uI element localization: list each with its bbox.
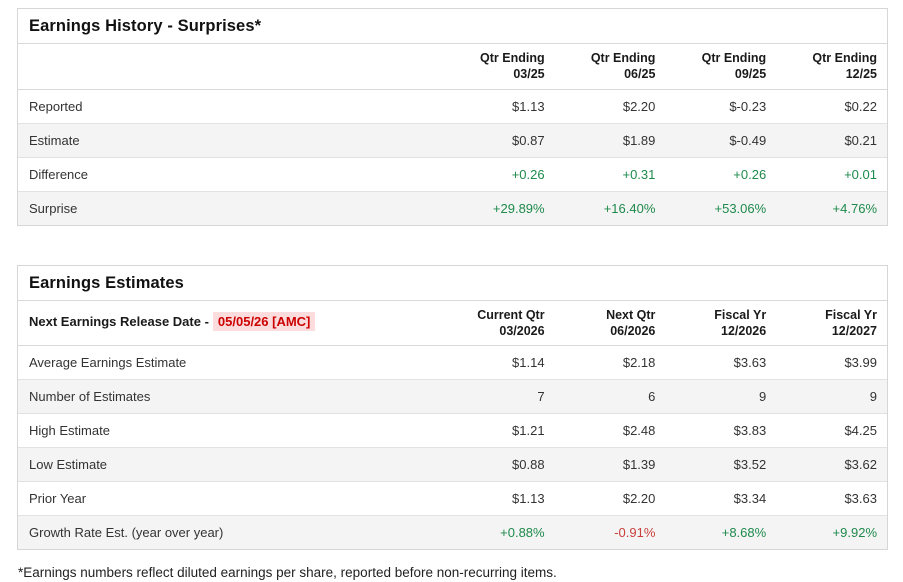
section-gap (17, 226, 888, 265)
table-row: Estimate $0.87 $1.89 $-0.49 $0.21 (18, 123, 887, 157)
earnings-estimates-header-row: Next Earnings Release Date -05/05/26 [AM… (18, 300, 887, 346)
cell-value: +4.76% (832, 200, 877, 216)
row-label: Reported (29, 98, 83, 114)
earnings-estimates-column-header-1: Next Qtr 06/2026 (554, 300, 666, 346)
cell-value: $3.34 (733, 491, 767, 506)
row-label: High Estimate (29, 423, 110, 438)
earnings-history-title: Earnings History - Surprises* (18, 9, 887, 44)
cell-value: $1.13 (512, 491, 545, 506)
next-earnings-release-label: Next Earnings Release Date - (29, 314, 209, 330)
cell-value: $3.63 (733, 355, 767, 370)
earnings-history-header-row: Qtr Ending 03/25 Qtr Ending 06/25 Qtr Ending… (18, 44, 887, 90)
cell-value: $2.18 (622, 355, 656, 370)
earnings-estimates-card: Earnings Estimates Next Earnings Release… (17, 264, 888, 550)
cell-value: 9 (869, 389, 877, 404)
row-label: Number of Estimates (29, 389, 151, 404)
row-label: Prior Year (29, 491, 87, 506)
cell-value: $3.63 (844, 491, 877, 506)
cell-value: $2.48 (622, 423, 656, 438)
cell-value: $2.20 (622, 98, 656, 114)
cell-value: $3.99 (844, 355, 877, 370)
earnings-estimates-column-header-3: Fiscal Yr 12/2027 (776, 300, 887, 346)
earnings-estimates-column-header-0: Current Qtr 03/2026 (443, 300, 555, 346)
cell-value: -0.91% (614, 525, 656, 540)
cell-value: $-0.49 (729, 132, 767, 148)
table-row: Low Estimate $0.88 $1.39 $3.52 $3.62 (18, 447, 887, 482)
earnings-history-column-header-1: Qtr Ending 06/25 (554, 44, 666, 90)
header-empty-cell (18, 44, 444, 90)
table-row: Prior Year $1.13 $2.20 $3.34 $3.63 (18, 481, 887, 516)
cell-value: $0.87 (512, 132, 545, 148)
cell-value: $0.88 (512, 457, 545, 472)
cell-value: +0.31 (622, 166, 656, 182)
cell-value: $-0.23 (729, 98, 767, 114)
row-label: Estimate (29, 132, 80, 148)
row-label: Difference (29, 166, 89, 182)
cell-value: +0.26 (511, 166, 545, 182)
footnote: *Earnings numbers reflect diluted earnin… (18, 565, 557, 580)
next-earnings-release-date-badge: 05/05/26 [AMC] (212, 312, 316, 332)
earnings-estimates-title: Earnings Estimates (18, 266, 887, 301)
cell-value: +0.26 (733, 166, 767, 182)
cell-value: $1.13 (512, 98, 545, 114)
table-row: Number of Estimates 7 6 9 9 (18, 379, 887, 414)
cell-value: $2.20 (622, 491, 656, 506)
table-row: Difference +0.26 +0.31 +0.26 +0.01 (18, 157, 887, 191)
row-label: Growth Rate Est. (year over year) (29, 525, 224, 540)
cell-value: +53.06% (714, 200, 767, 216)
cell-value: $0.22 (844, 98, 877, 114)
cell-value: +9.92% (832, 525, 877, 540)
cell-value: +29.89% (492, 200, 545, 216)
cell-value: $3.83 (733, 423, 767, 438)
next-earnings-release-cell: Next Earnings Release Date -05/05/26 [AM… (18, 300, 444, 346)
earnings-estimates-column-header-2: Fiscal Yr 12/2026 (665, 300, 777, 346)
earnings-history-body: Reported $1.13 $2.20 $-0.23 $0.22 Estimate $0.… (18, 89, 887, 225)
cell-value: $3.52 (733, 457, 767, 472)
cell-value: $0.21 (844, 132, 877, 148)
cell-value: +16.40% (603, 200, 656, 216)
cell-value: 7 (537, 389, 545, 404)
cell-value: $1.39 (622, 457, 656, 472)
cell-value: $3.62 (844, 457, 877, 472)
earnings-history-column-header-3: Qtr Ending 12/25 (776, 44, 887, 90)
cell-value: 6 (648, 389, 656, 404)
cell-value: 9 (758, 389, 767, 404)
table-row: High Estimate $1.21 $2.48 $3.83 $4.25 (18, 413, 887, 448)
cell-value: $4.25 (844, 423, 877, 438)
row-label: Average Earnings Estimate (29, 355, 187, 370)
cell-value: $1.14 (512, 355, 545, 370)
row-label: Low Estimate (29, 457, 108, 472)
cell-value: $1.89 (622, 132, 656, 148)
table-row: Average Earnings Estimate $1.14 $2.18 $3.63… (18, 346, 887, 380)
earnings-history-column-header-0: Qtr Ending 03/25 (443, 44, 555, 90)
earnings-estimates-body: Average Earnings Estimate $1.14 $2.18 $3.63… (18, 346, 887, 549)
earnings-history-table: Qtr Ending 03/25 Qtr Ending 06/25 Qtr Ending… (18, 44, 887, 225)
earnings-estimates-table: Next Earnings Release Date -05/05/26 [AM… (18, 300, 887, 549)
cell-value: +0.88% (500, 525, 545, 540)
table-row: Growth Rate Est. (year over year) +0.88% -… (18, 515, 887, 549)
cell-value: +0.01 (844, 166, 877, 182)
cell-value: +8.68% (721, 525, 767, 540)
table-row: Surprise +29.89% +16.40% +53.06% +4.76% (18, 191, 887, 225)
table-row: Reported $1.13 $2.20 $-0.23 $0.22 (18, 89, 887, 123)
earnings-history-card: Earnings History - Surprises* Qtr Ending… (17, 8, 888, 226)
cell-value: $1.21 (512, 423, 545, 438)
row-label: Surprise (29, 200, 78, 216)
earnings-history-column-header-2: Qtr Ending 09/25 (665, 44, 777, 90)
